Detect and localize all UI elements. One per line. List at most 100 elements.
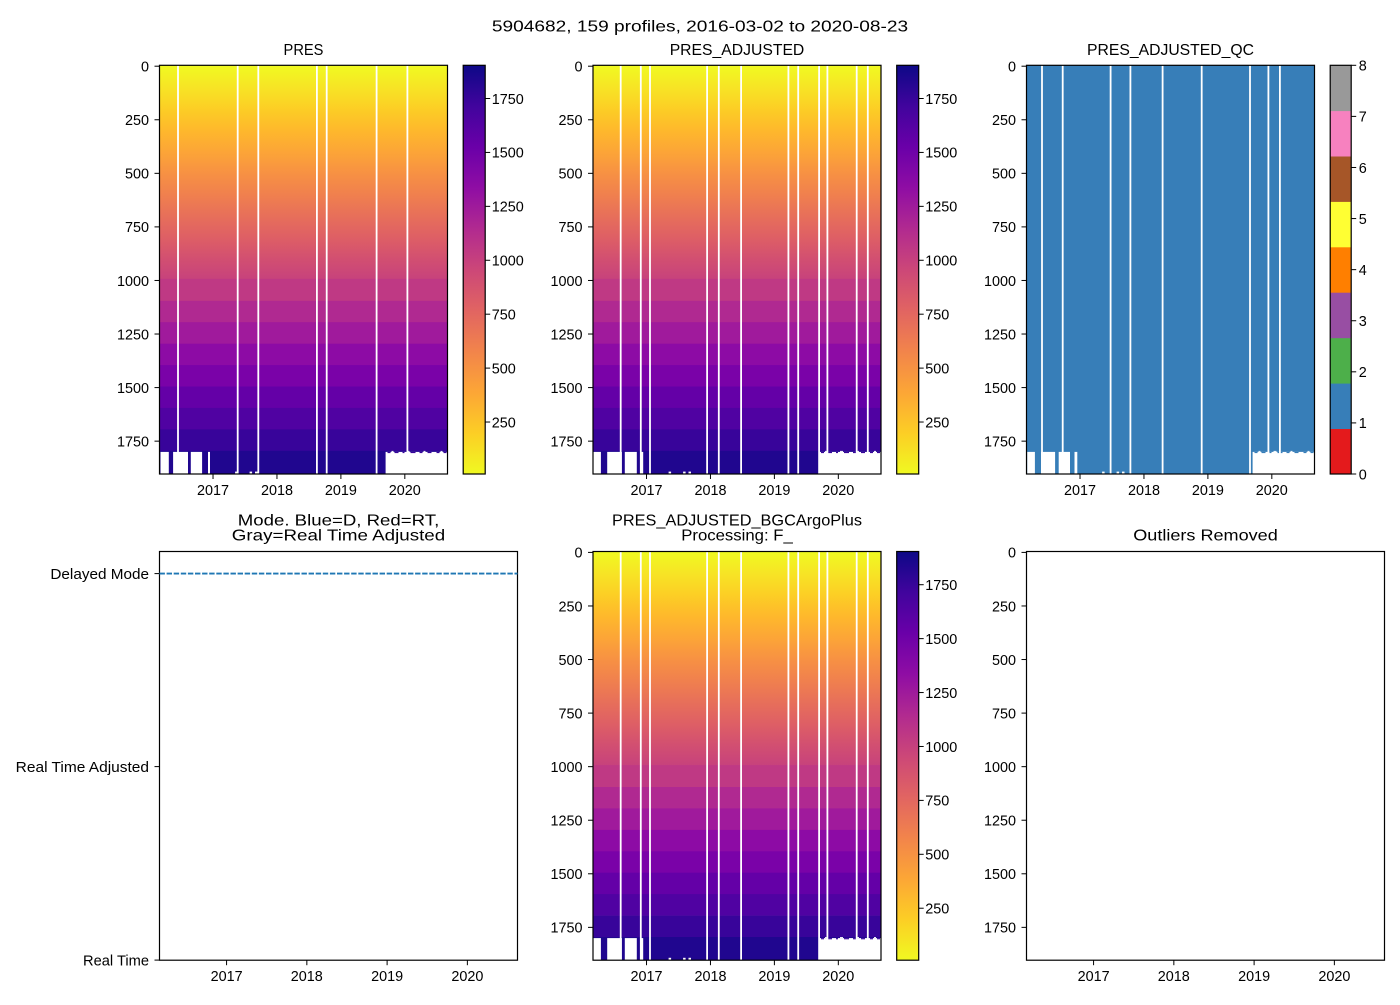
svg-text:2017: 2017 xyxy=(630,483,662,499)
svg-text:3: 3 xyxy=(1359,314,1367,330)
svg-text:2019: 2019 xyxy=(325,483,357,499)
svg-text:2020: 2020 xyxy=(822,483,854,499)
svg-text:1500: 1500 xyxy=(925,146,957,162)
svg-text:750: 750 xyxy=(125,220,149,236)
svg-text:PRES_ADJUSTED: PRES_ADJUSTED xyxy=(670,42,805,59)
svg-text:0: 0 xyxy=(141,60,149,76)
svg-text:2017: 2017 xyxy=(1078,969,1110,985)
svg-text:2017: 2017 xyxy=(630,969,662,985)
svg-text:1750: 1750 xyxy=(925,578,957,594)
svg-text:PRES_ADJUSTED_BGCArgoPlus: PRES_ADJUSTED_BGCArgoPlus xyxy=(612,512,862,529)
svg-text:Real Time: Real Time xyxy=(83,953,149,969)
svg-text:500: 500 xyxy=(925,361,949,377)
svg-text:750: 750 xyxy=(558,706,582,722)
svg-text:750: 750 xyxy=(492,308,516,324)
svg-text:1000: 1000 xyxy=(984,274,1016,290)
svg-text:1250: 1250 xyxy=(925,200,957,216)
svg-text:500: 500 xyxy=(558,167,582,183)
svg-text:1250: 1250 xyxy=(492,200,524,216)
svg-text:1250: 1250 xyxy=(550,814,582,830)
svg-text:750: 750 xyxy=(925,794,949,810)
svg-text:2017: 2017 xyxy=(211,969,243,985)
svg-text:2019: 2019 xyxy=(371,969,403,985)
svg-text:2: 2 xyxy=(1359,365,1367,381)
svg-text:2017: 2017 xyxy=(197,483,229,499)
svg-text:2020: 2020 xyxy=(1318,969,1350,985)
svg-text:250: 250 xyxy=(992,599,1016,615)
svg-text:1000: 1000 xyxy=(925,740,957,756)
svg-text:1750: 1750 xyxy=(925,92,957,108)
svg-text:250: 250 xyxy=(992,113,1016,129)
svg-text:750: 750 xyxy=(925,308,949,324)
svg-text:2018: 2018 xyxy=(694,483,726,499)
svg-text:1750: 1750 xyxy=(117,435,149,451)
svg-text:1000: 1000 xyxy=(984,760,1016,776)
svg-text:5904682, 159 profiles, 2016-03: 5904682, 159 profiles, 2016-03-02 to 202… xyxy=(492,18,908,35)
svg-text:2019: 2019 xyxy=(758,483,790,499)
svg-text:750: 750 xyxy=(992,220,1016,236)
svg-text:2019: 2019 xyxy=(1238,969,1270,985)
svg-text:2018: 2018 xyxy=(291,969,323,985)
svg-text:1500: 1500 xyxy=(550,867,582,883)
svg-text:PRES: PRES xyxy=(284,42,324,59)
svg-text:250: 250 xyxy=(558,113,582,129)
svg-text:500: 500 xyxy=(992,653,1016,669)
svg-text:250: 250 xyxy=(558,599,582,615)
svg-text:250: 250 xyxy=(925,902,949,918)
svg-text:0: 0 xyxy=(1008,60,1016,76)
svg-text:1000: 1000 xyxy=(492,254,524,270)
svg-text:0: 0 xyxy=(1359,467,1367,483)
svg-text:1250: 1250 xyxy=(550,327,582,343)
svg-text:0: 0 xyxy=(574,60,582,76)
svg-text:2020: 2020 xyxy=(389,483,421,499)
svg-text:1000: 1000 xyxy=(117,274,149,290)
svg-text:250: 250 xyxy=(125,113,149,129)
svg-text:1250: 1250 xyxy=(117,327,149,343)
svg-text:1250: 1250 xyxy=(984,814,1016,830)
svg-text:1000: 1000 xyxy=(550,274,582,290)
svg-text:2018: 2018 xyxy=(694,969,726,985)
svg-text:1500: 1500 xyxy=(984,867,1016,883)
svg-text:2020: 2020 xyxy=(1256,483,1288,499)
svg-text:500: 500 xyxy=(992,167,1016,183)
svg-text:1000: 1000 xyxy=(925,254,957,270)
svg-text:1750: 1750 xyxy=(984,921,1016,937)
svg-text:0: 0 xyxy=(574,546,582,562)
svg-text:8: 8 xyxy=(1359,59,1367,75)
svg-text:500: 500 xyxy=(925,848,949,864)
svg-text:2018: 2018 xyxy=(1158,969,1190,985)
svg-text:5: 5 xyxy=(1359,212,1367,228)
svg-text:PRES_ADJUSTED_QC: PRES_ADJUSTED_QC xyxy=(1087,42,1254,59)
svg-text:250: 250 xyxy=(925,415,949,431)
svg-text:Mode. Blue=D, Red=RT,: Mode. Blue=D, Red=RT, xyxy=(238,512,440,529)
svg-text:1500: 1500 xyxy=(492,146,524,162)
svg-text:1750: 1750 xyxy=(550,435,582,451)
svg-text:1750: 1750 xyxy=(492,92,524,108)
svg-text:2019: 2019 xyxy=(1192,483,1224,499)
svg-text:0: 0 xyxy=(1008,546,1016,562)
svg-text:1250: 1250 xyxy=(925,686,957,702)
svg-text:2018: 2018 xyxy=(261,483,293,499)
svg-text:4: 4 xyxy=(1359,263,1367,279)
svg-text:6: 6 xyxy=(1359,161,1367,177)
svg-text:Delayed Mode: Delayed Mode xyxy=(50,567,149,583)
svg-text:500: 500 xyxy=(492,361,516,377)
svg-text:2020: 2020 xyxy=(822,969,854,985)
svg-text:1500: 1500 xyxy=(550,381,582,397)
svg-text:7: 7 xyxy=(1359,110,1367,126)
svg-text:1750: 1750 xyxy=(984,435,1016,451)
svg-text:1500: 1500 xyxy=(117,381,149,397)
svg-text:Processing: F_: Processing: F_ xyxy=(681,528,794,545)
svg-text:2017: 2017 xyxy=(1064,483,1096,499)
svg-text:1500: 1500 xyxy=(984,381,1016,397)
svg-text:Real Time Adjusted: Real Time Adjusted xyxy=(16,760,149,776)
svg-text:1500: 1500 xyxy=(925,632,957,648)
svg-text:1750: 1750 xyxy=(550,921,582,937)
svg-text:Outliers Removed: Outliers Removed xyxy=(1133,528,1278,545)
svg-text:Gray=Real Time Adjusted: Gray=Real Time Adjusted xyxy=(232,528,445,545)
svg-text:1000: 1000 xyxy=(550,760,582,776)
svg-text:2020: 2020 xyxy=(451,969,483,985)
svg-text:2019: 2019 xyxy=(758,969,790,985)
svg-text:500: 500 xyxy=(558,653,582,669)
svg-text:1: 1 xyxy=(1359,416,1367,432)
